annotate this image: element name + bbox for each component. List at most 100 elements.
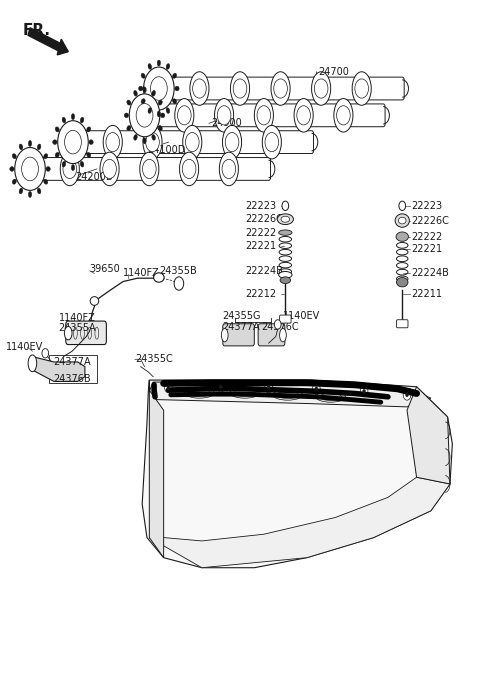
Ellipse shape bbox=[190, 72, 209, 105]
Circle shape bbox=[178, 106, 191, 125]
Ellipse shape bbox=[28, 141, 32, 147]
Ellipse shape bbox=[143, 87, 146, 93]
Ellipse shape bbox=[160, 113, 165, 118]
Polygon shape bbox=[33, 357, 85, 382]
Polygon shape bbox=[149, 382, 431, 407]
Text: 1140FZ: 1140FZ bbox=[59, 313, 96, 323]
Ellipse shape bbox=[28, 355, 36, 371]
Ellipse shape bbox=[62, 162, 66, 167]
Ellipse shape bbox=[152, 90, 156, 96]
Ellipse shape bbox=[316, 392, 346, 402]
Text: 22222: 22222 bbox=[245, 227, 276, 238]
Ellipse shape bbox=[154, 273, 164, 282]
FancyBboxPatch shape bbox=[280, 315, 291, 323]
Ellipse shape bbox=[271, 72, 290, 105]
Circle shape bbox=[355, 79, 369, 98]
Ellipse shape bbox=[55, 152, 60, 157]
Circle shape bbox=[65, 131, 82, 154]
FancyBboxPatch shape bbox=[28, 157, 271, 180]
Circle shape bbox=[274, 79, 288, 98]
Text: 24700: 24700 bbox=[319, 67, 349, 77]
Circle shape bbox=[257, 106, 271, 125]
Circle shape bbox=[15, 147, 45, 190]
Ellipse shape bbox=[398, 217, 406, 224]
Text: 22211: 22211 bbox=[411, 289, 442, 299]
Circle shape bbox=[63, 160, 77, 178]
Ellipse shape bbox=[139, 86, 143, 91]
Text: 24355G: 24355G bbox=[222, 312, 261, 322]
Text: 24200B: 24200B bbox=[75, 172, 113, 182]
Ellipse shape bbox=[19, 144, 23, 150]
Circle shape bbox=[403, 390, 411, 400]
Ellipse shape bbox=[215, 98, 234, 132]
Circle shape bbox=[282, 201, 288, 211]
Text: 24355B: 24355B bbox=[159, 266, 197, 276]
Text: 22226C: 22226C bbox=[245, 214, 283, 224]
Circle shape bbox=[217, 382, 225, 392]
Ellipse shape bbox=[175, 86, 179, 91]
Ellipse shape bbox=[143, 138, 146, 144]
Text: 22226C: 22226C bbox=[411, 215, 449, 225]
Ellipse shape bbox=[134, 135, 137, 140]
Circle shape bbox=[174, 277, 184, 290]
Ellipse shape bbox=[158, 100, 162, 105]
Circle shape bbox=[406, 393, 408, 397]
Ellipse shape bbox=[396, 232, 408, 242]
Ellipse shape bbox=[89, 140, 93, 145]
Circle shape bbox=[192, 79, 206, 98]
Ellipse shape bbox=[166, 108, 170, 114]
Ellipse shape bbox=[254, 98, 274, 132]
Text: 1140EV: 1140EV bbox=[283, 312, 320, 322]
Ellipse shape bbox=[19, 188, 23, 194]
Ellipse shape bbox=[175, 98, 194, 132]
Ellipse shape bbox=[127, 100, 131, 105]
Ellipse shape bbox=[157, 60, 160, 66]
Ellipse shape bbox=[90, 297, 99, 306]
Ellipse shape bbox=[148, 63, 152, 69]
Ellipse shape bbox=[279, 230, 292, 236]
Ellipse shape bbox=[10, 167, 14, 172]
Ellipse shape bbox=[230, 72, 250, 105]
Polygon shape bbox=[149, 477, 450, 568]
Text: 22224B: 22224B bbox=[245, 267, 283, 277]
Text: 24100D: 24100D bbox=[147, 145, 185, 155]
Circle shape bbox=[136, 104, 153, 127]
Text: 24376B: 24376B bbox=[53, 374, 91, 384]
Circle shape bbox=[150, 77, 167, 100]
Ellipse shape bbox=[281, 216, 289, 222]
Ellipse shape bbox=[395, 214, 409, 227]
Ellipse shape bbox=[180, 152, 199, 186]
Text: 22223: 22223 bbox=[245, 201, 276, 211]
Text: FR.: FR. bbox=[23, 23, 51, 38]
FancyBboxPatch shape bbox=[71, 131, 313, 153]
Ellipse shape bbox=[157, 111, 160, 117]
FancyBboxPatch shape bbox=[66, 321, 107, 345]
Ellipse shape bbox=[183, 125, 202, 159]
Circle shape bbox=[143, 160, 156, 178]
Circle shape bbox=[146, 133, 159, 151]
Ellipse shape bbox=[80, 117, 84, 123]
Ellipse shape bbox=[46, 167, 50, 172]
Circle shape bbox=[315, 387, 318, 391]
Text: 24355A: 24355A bbox=[59, 323, 96, 332]
Circle shape bbox=[275, 320, 281, 329]
Text: 24377A: 24377A bbox=[222, 322, 260, 332]
Ellipse shape bbox=[277, 391, 299, 398]
Circle shape bbox=[165, 382, 172, 393]
Circle shape bbox=[106, 133, 120, 151]
Ellipse shape bbox=[277, 214, 293, 225]
Ellipse shape bbox=[80, 162, 84, 167]
Ellipse shape bbox=[280, 328, 286, 342]
FancyBboxPatch shape bbox=[143, 104, 385, 127]
Bar bbox=[49, 355, 97, 384]
Text: 1140FZ: 1140FZ bbox=[123, 268, 160, 278]
Ellipse shape bbox=[86, 127, 91, 132]
Circle shape bbox=[265, 133, 278, 151]
Circle shape bbox=[219, 385, 222, 389]
Text: 24900: 24900 bbox=[211, 118, 242, 129]
Ellipse shape bbox=[189, 389, 210, 396]
Ellipse shape bbox=[320, 393, 341, 400]
Ellipse shape bbox=[185, 388, 214, 398]
Ellipse shape bbox=[221, 328, 228, 342]
Circle shape bbox=[129, 94, 160, 137]
